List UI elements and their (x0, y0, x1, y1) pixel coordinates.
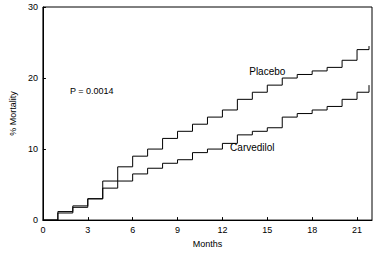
svg-text:P = 0.0014: P = 0.0014 (70, 86, 114, 96)
svg-text:Months: Months (193, 239, 223, 249)
svg-text:6: 6 (130, 225, 135, 235)
svg-text:12: 12 (217, 225, 227, 235)
svg-text:3: 3 (85, 225, 90, 235)
svg-text:20: 20 (28, 73, 38, 83)
svg-text:18: 18 (307, 225, 317, 235)
svg-text:Placebo: Placebo (249, 66, 286, 77)
svg-text:30: 30 (28, 2, 38, 12)
svg-text:0: 0 (33, 215, 38, 225)
svg-text:10: 10 (28, 144, 38, 154)
svg-text:9: 9 (175, 225, 180, 235)
svg-text:% Mortality: % Mortality (8, 91, 18, 136)
svg-text:15: 15 (262, 225, 272, 235)
svg-text:0: 0 (40, 225, 45, 235)
svg-text:Carvedilol: Carvedilol (230, 142, 274, 153)
svg-text:21: 21 (352, 225, 362, 235)
